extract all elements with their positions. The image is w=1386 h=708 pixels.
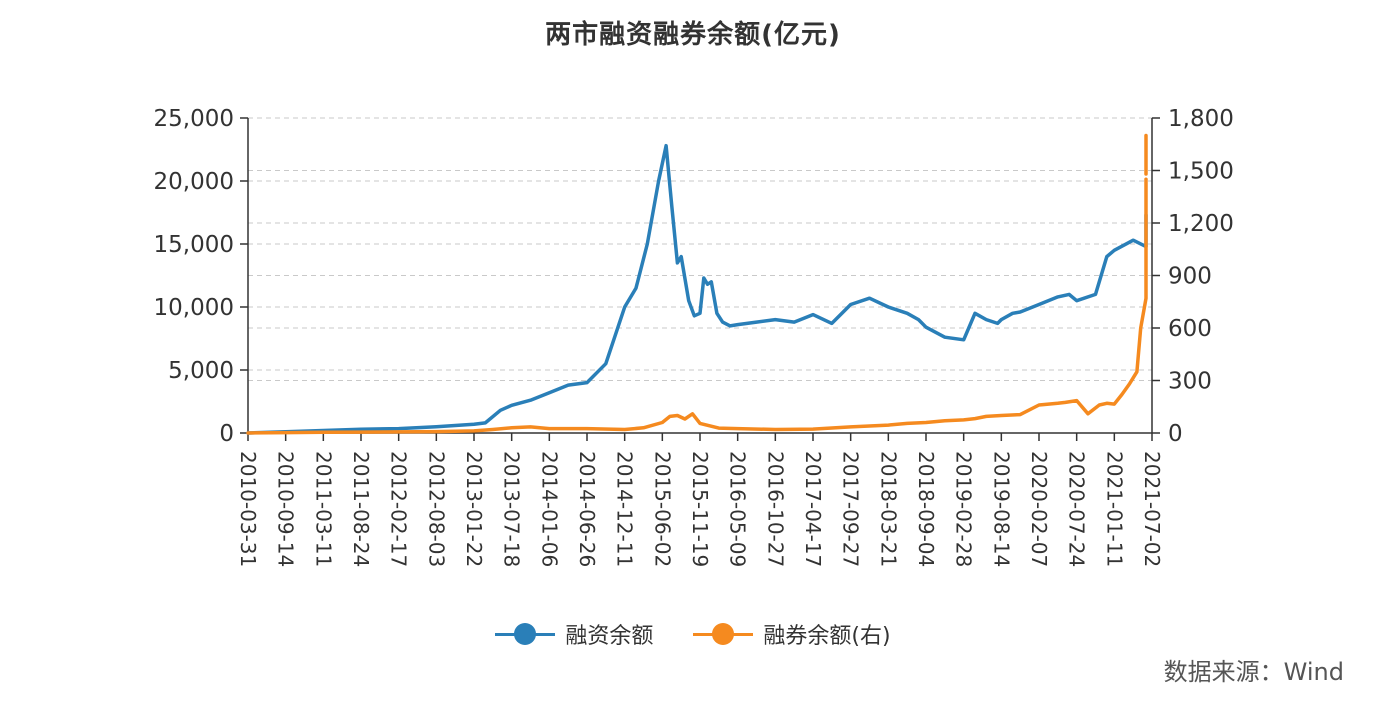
- x-tick-label: 2011-03-11: [311, 451, 335, 567]
- grid-layer: [248, 117, 1152, 381]
- legend-label-financing: 融资余额: [565, 624, 654, 649]
- chart-title: 两市融资融券余额(亿元): [545, 20, 841, 50]
- legend: 融资余额 融券余额(右): [0, 618, 1386, 650]
- legend-swatch-financing: [495, 623, 556, 645]
- x-tick-label: 2013-01-22: [462, 451, 486, 567]
- x-tick-label: 2021-07-02: [1140, 451, 1164, 567]
- axis-layer: 0 5,000 10,000 15,000 20,000 25,000 0 300 600 900…: [154, 106, 1234, 567]
- y-right-tick-label: 900: [1168, 264, 1212, 290]
- y-right-tick-label: 1,500: [1168, 159, 1234, 185]
- legend-item-financing[interactable]: 融资余额: [495, 618, 653, 650]
- y-right-tick-label: 0: [1168, 421, 1183, 447]
- x-tick-label: 2015-11-19: [688, 451, 712, 567]
- x-tick-label: 2014-12-11: [613, 451, 637, 567]
- x-tick-label: 2020-07-24: [1065, 451, 1089, 567]
- legend-label-short-selling: 融券余额(右): [763, 624, 891, 649]
- x-tick-label: 2018-09-04: [914, 451, 938, 567]
- x-tick-label: 2011-08-24: [349, 451, 373, 567]
- x-tick-label: 2014-01-06: [537, 451, 561, 567]
- x-tick-label: 2010-03-31: [236, 451, 260, 567]
- x-tick-label: 2013-07-18: [500, 451, 524, 567]
- legend-item-short-selling[interactable]: 融券余额(右): [693, 618, 891, 650]
- x-tick-label: 2014-06-26: [575, 451, 599, 567]
- y-left-tick-label: 0: [219, 421, 234, 447]
- y-right-tick-label: 1,800: [1168, 106, 1234, 132]
- x-tick-label: 2019-02-28: [952, 451, 976, 567]
- x-tick-label: 2012-08-03: [424, 451, 448, 567]
- y-right-tick-label: 600: [1168, 316, 1212, 342]
- series-line-short-selling: [246, 177, 1148, 435]
- y-right-tick-label: 1,200: [1168, 211, 1234, 237]
- x-tick-label: 2016-10-27: [763, 451, 787, 567]
- series-line-financing: [246, 143, 1148, 435]
- legend-swatch-short-selling: [693, 623, 754, 645]
- y-left-tick-label: 15,000: [154, 232, 234, 258]
- x-tick-label: 2017-09-27: [839, 451, 863, 567]
- x-tick-label: 2017-04-17: [801, 451, 825, 567]
- x-tick-label: 2019-08-14: [989, 451, 1013, 567]
- x-tick-label: 2016-05-09: [726, 451, 750, 567]
- x-tick-label: 2018-03-21: [876, 451, 900, 567]
- data-source: 数据来源：Wind: [1163, 658, 1344, 686]
- x-tick-label: 2012-02-17: [387, 451, 411, 567]
- y-left-tick-label: 25,000: [154, 106, 234, 132]
- y-left-tick-label: 10,000: [154, 295, 234, 321]
- y-right-tick-label: 300: [1168, 369, 1212, 395]
- x-tick-label: 2015-06-02: [650, 451, 674, 567]
- x-tick-label: 2010-09-14: [274, 451, 298, 567]
- x-tick-label: 2021-01-11: [1102, 451, 1126, 567]
- series-layer: [246, 133, 1148, 435]
- y-left-tick-label: 20,000: [154, 169, 234, 195]
- x-tick-label: 2020-02-07: [1027, 451, 1051, 567]
- y-left-tick-label: 5,000: [168, 358, 234, 384]
